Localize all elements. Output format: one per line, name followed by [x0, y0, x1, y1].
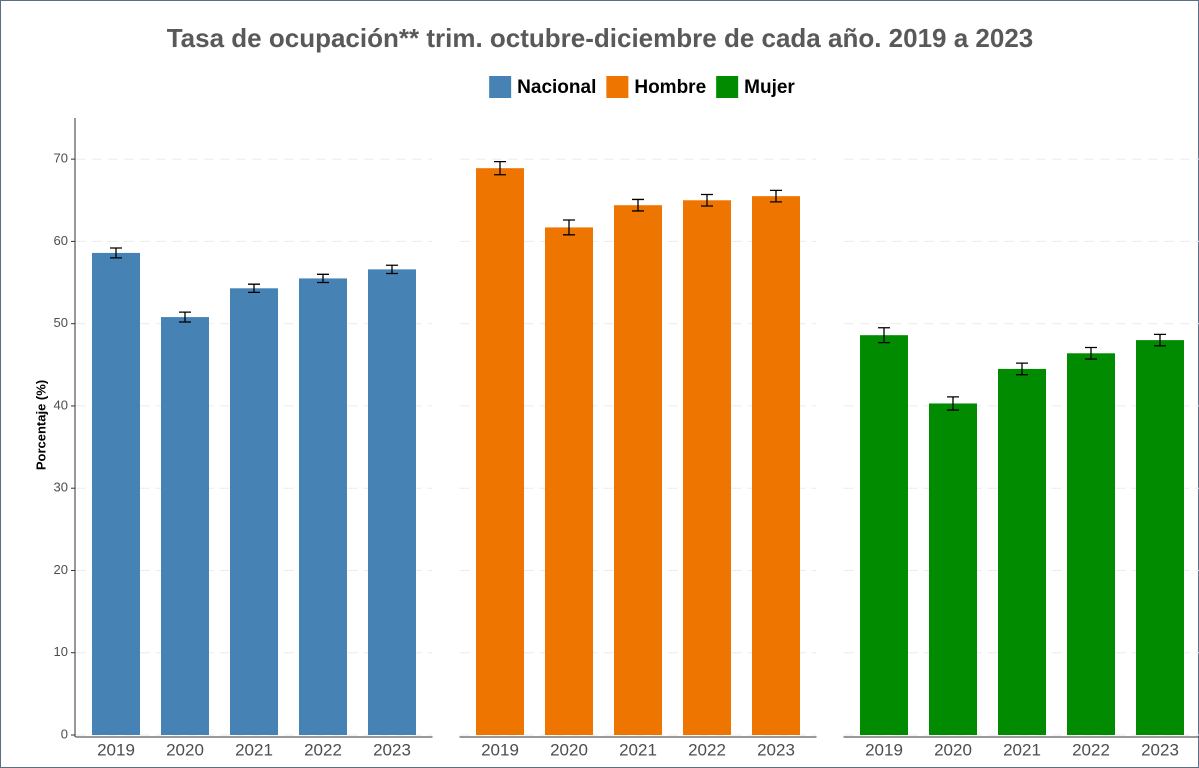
x-tick-label: 2019 [865, 740, 903, 759]
error-bar [179, 311, 191, 323]
x-tick-label: 2022 [304, 740, 342, 759]
bar [614, 205, 662, 736]
bar [161, 317, 209, 735]
y-tick-label: 0 [61, 726, 68, 741]
legend-label: Hombre [634, 77, 706, 98]
error-bar [1016, 362, 1028, 376]
y-axis-label: Porcentaje (%) [33, 380, 48, 470]
bar [683, 200, 731, 735]
error-bar [317, 273, 329, 284]
chart-title: Tasa de ocupación** trim. octubre-diciem… [167, 23, 1034, 53]
error-bar [632, 198, 644, 212]
legend-label: Mujer [744, 77, 795, 98]
x-tick-label: 2023 [757, 740, 795, 759]
bar [1067, 353, 1115, 735]
legend-swatch [716, 76, 739, 98]
error-bar [110, 247, 122, 259]
y-tick-label: 60 [54, 233, 68, 248]
y-tick-label: 40 [54, 397, 68, 412]
y-tick-label: 30 [54, 480, 68, 495]
x-tick-label: 2022 [688, 740, 726, 759]
x-tick-label: 2021 [235, 740, 273, 759]
bar [1136, 340, 1184, 735]
legend-swatch [606, 76, 629, 98]
bar [230, 288, 278, 735]
error-bar [494, 160, 506, 176]
x-tick-label: 2019 [97, 740, 135, 759]
error-bar [770, 189, 782, 203]
bar [752, 196, 800, 736]
error-bar [248, 283, 260, 294]
bar [299, 278, 347, 735]
bar [92, 252, 140, 735]
bar [860, 335, 908, 735]
error-bar [947, 396, 959, 411]
x-tick-label: 2021 [619, 740, 657, 759]
bar [545, 227, 593, 735]
x-tick-label: 2020 [550, 740, 588, 759]
x-tick-label: 2021 [1003, 740, 1041, 759]
y-tick-label: 50 [54, 315, 68, 330]
bar [368, 269, 416, 735]
error-bar [1085, 346, 1097, 360]
y-tick-label: 10 [54, 644, 68, 659]
error-bar [1154, 333, 1166, 347]
x-tick-label: 2022 [1072, 740, 1110, 759]
x-tick-label: 2020 [166, 740, 204, 759]
y-tick-label: 70 [54, 151, 68, 166]
error-bar [386, 264, 398, 275]
bar [929, 403, 977, 735]
bar [476, 168, 524, 735]
x-tick-label: 2023 [373, 740, 411, 759]
x-tick-label: 2020 [934, 740, 972, 759]
legend-swatch [489, 76, 512, 98]
error-bar [701, 193, 713, 207]
y-tick-label: 20 [54, 562, 68, 577]
bar [998, 368, 1046, 735]
error-bar [563, 219, 575, 236]
error-bar [878, 327, 890, 344]
x-tick-label: 2019 [481, 740, 519, 759]
x-tick-label: 2023 [1141, 740, 1179, 759]
legend-label: Nacional [517, 77, 596, 98]
